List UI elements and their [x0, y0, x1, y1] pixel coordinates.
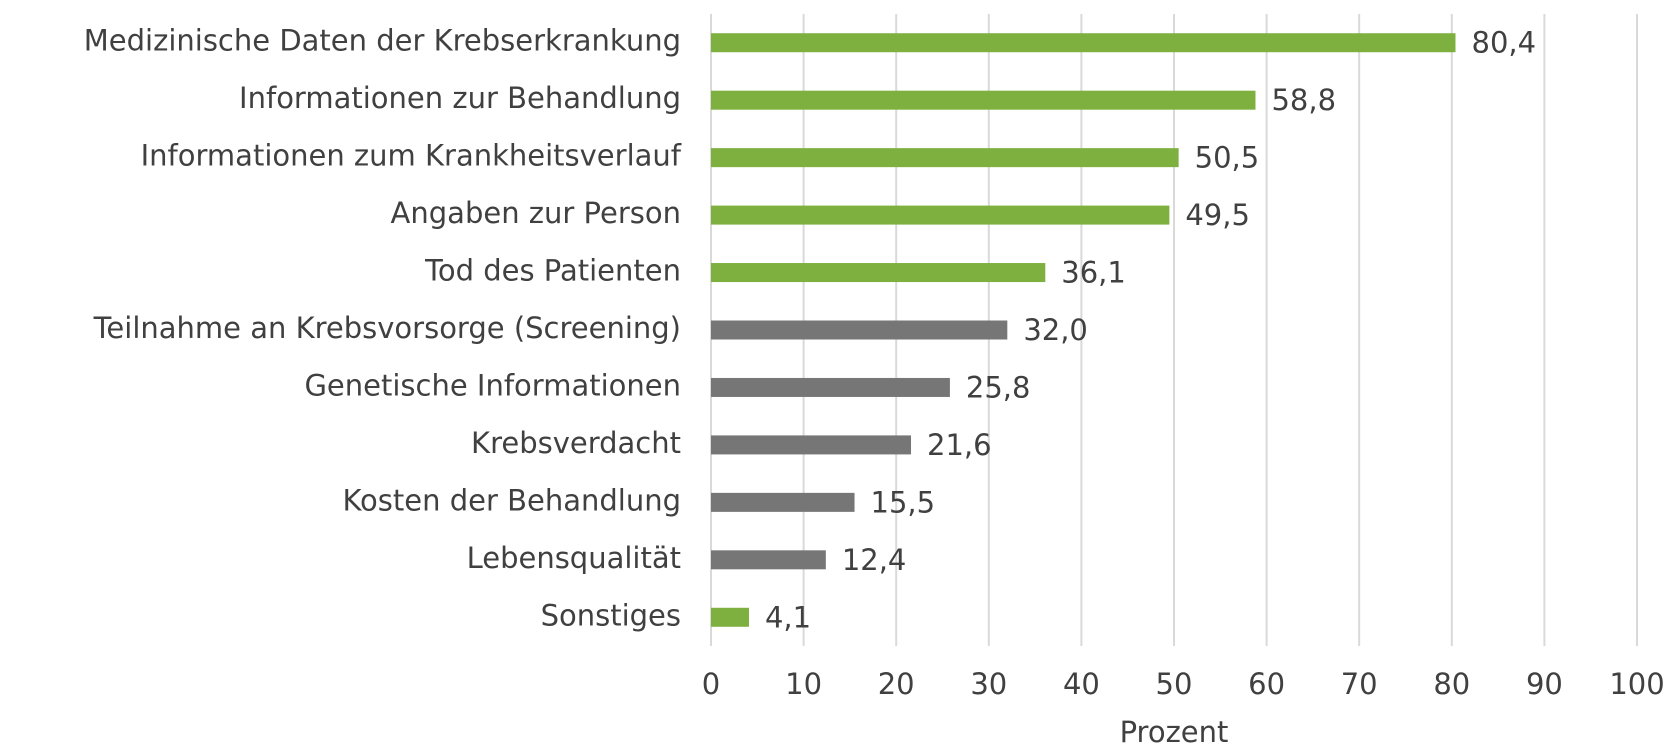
data-label: 80,4: [1472, 26, 1537, 60]
x-tick-label: 20: [878, 667, 915, 701]
data-label: 49,5: [1185, 198, 1250, 232]
bar: [711, 320, 1008, 340]
x-tick-label: 40: [1063, 667, 1100, 701]
x-tick-label: 100: [1609, 667, 1664, 701]
data-label: 12,4: [842, 543, 907, 577]
bar: [711, 263, 1046, 283]
x-tick-label: 70: [1341, 667, 1378, 701]
x-tick-label: 60: [1248, 667, 1285, 701]
bar: [711, 492, 855, 512]
data-label: 25,8: [966, 370, 1031, 404]
y-tick-label: Tod des Patienten: [424, 254, 681, 288]
data-label: 50,5: [1195, 141, 1260, 175]
data-label: 32,0: [1023, 313, 1088, 347]
bar: [711, 607, 749, 627]
y-tick-label: Angaben zur Person: [391, 196, 681, 230]
x-tick-label: 80: [1433, 667, 1470, 701]
bar: [711, 435, 912, 455]
y-tick-label: Krebsverdacht: [471, 426, 681, 460]
bar: [711, 148, 1179, 168]
data-label: 58,8: [1271, 83, 1336, 117]
bar: [711, 550, 826, 570]
y-tick-label: Genetische Informationen: [304, 368, 681, 402]
data-label: 36,1: [1061, 256, 1126, 290]
bar: [711, 33, 1456, 53]
y-tick-label: Kosten der Behandlung: [342, 483, 681, 517]
data-label: 21,6: [927, 428, 992, 462]
x-tick-label: 50: [1156, 667, 1193, 701]
y-tick-label: Informationen zum Krankheitsverlauf: [141, 139, 682, 173]
x-tick-label: 0: [702, 667, 720, 701]
y-tick-label: Medizinische Daten der Krebserkrankung: [84, 24, 681, 58]
x-tick-label: 90: [1526, 667, 1563, 701]
data-label: 4,1: [765, 600, 811, 634]
x-tick-label: 10: [785, 667, 822, 701]
bar: [711, 377, 950, 397]
y-tick-label: Informationen zur Behandlung: [239, 81, 681, 115]
y-tick-label: Lebensqualität: [467, 541, 681, 575]
y-tick-label: Teilnahme an Krebsvorsorge (Screening): [93, 311, 681, 345]
bar: [711, 90, 1256, 110]
bar: [711, 205, 1170, 225]
y-tick-label: Sonstiges: [541, 598, 681, 632]
data-label: 15,5: [871, 485, 936, 519]
x-axis-label: Prozent: [1120, 715, 1229, 749]
x-tick-label: 30: [970, 667, 1007, 701]
